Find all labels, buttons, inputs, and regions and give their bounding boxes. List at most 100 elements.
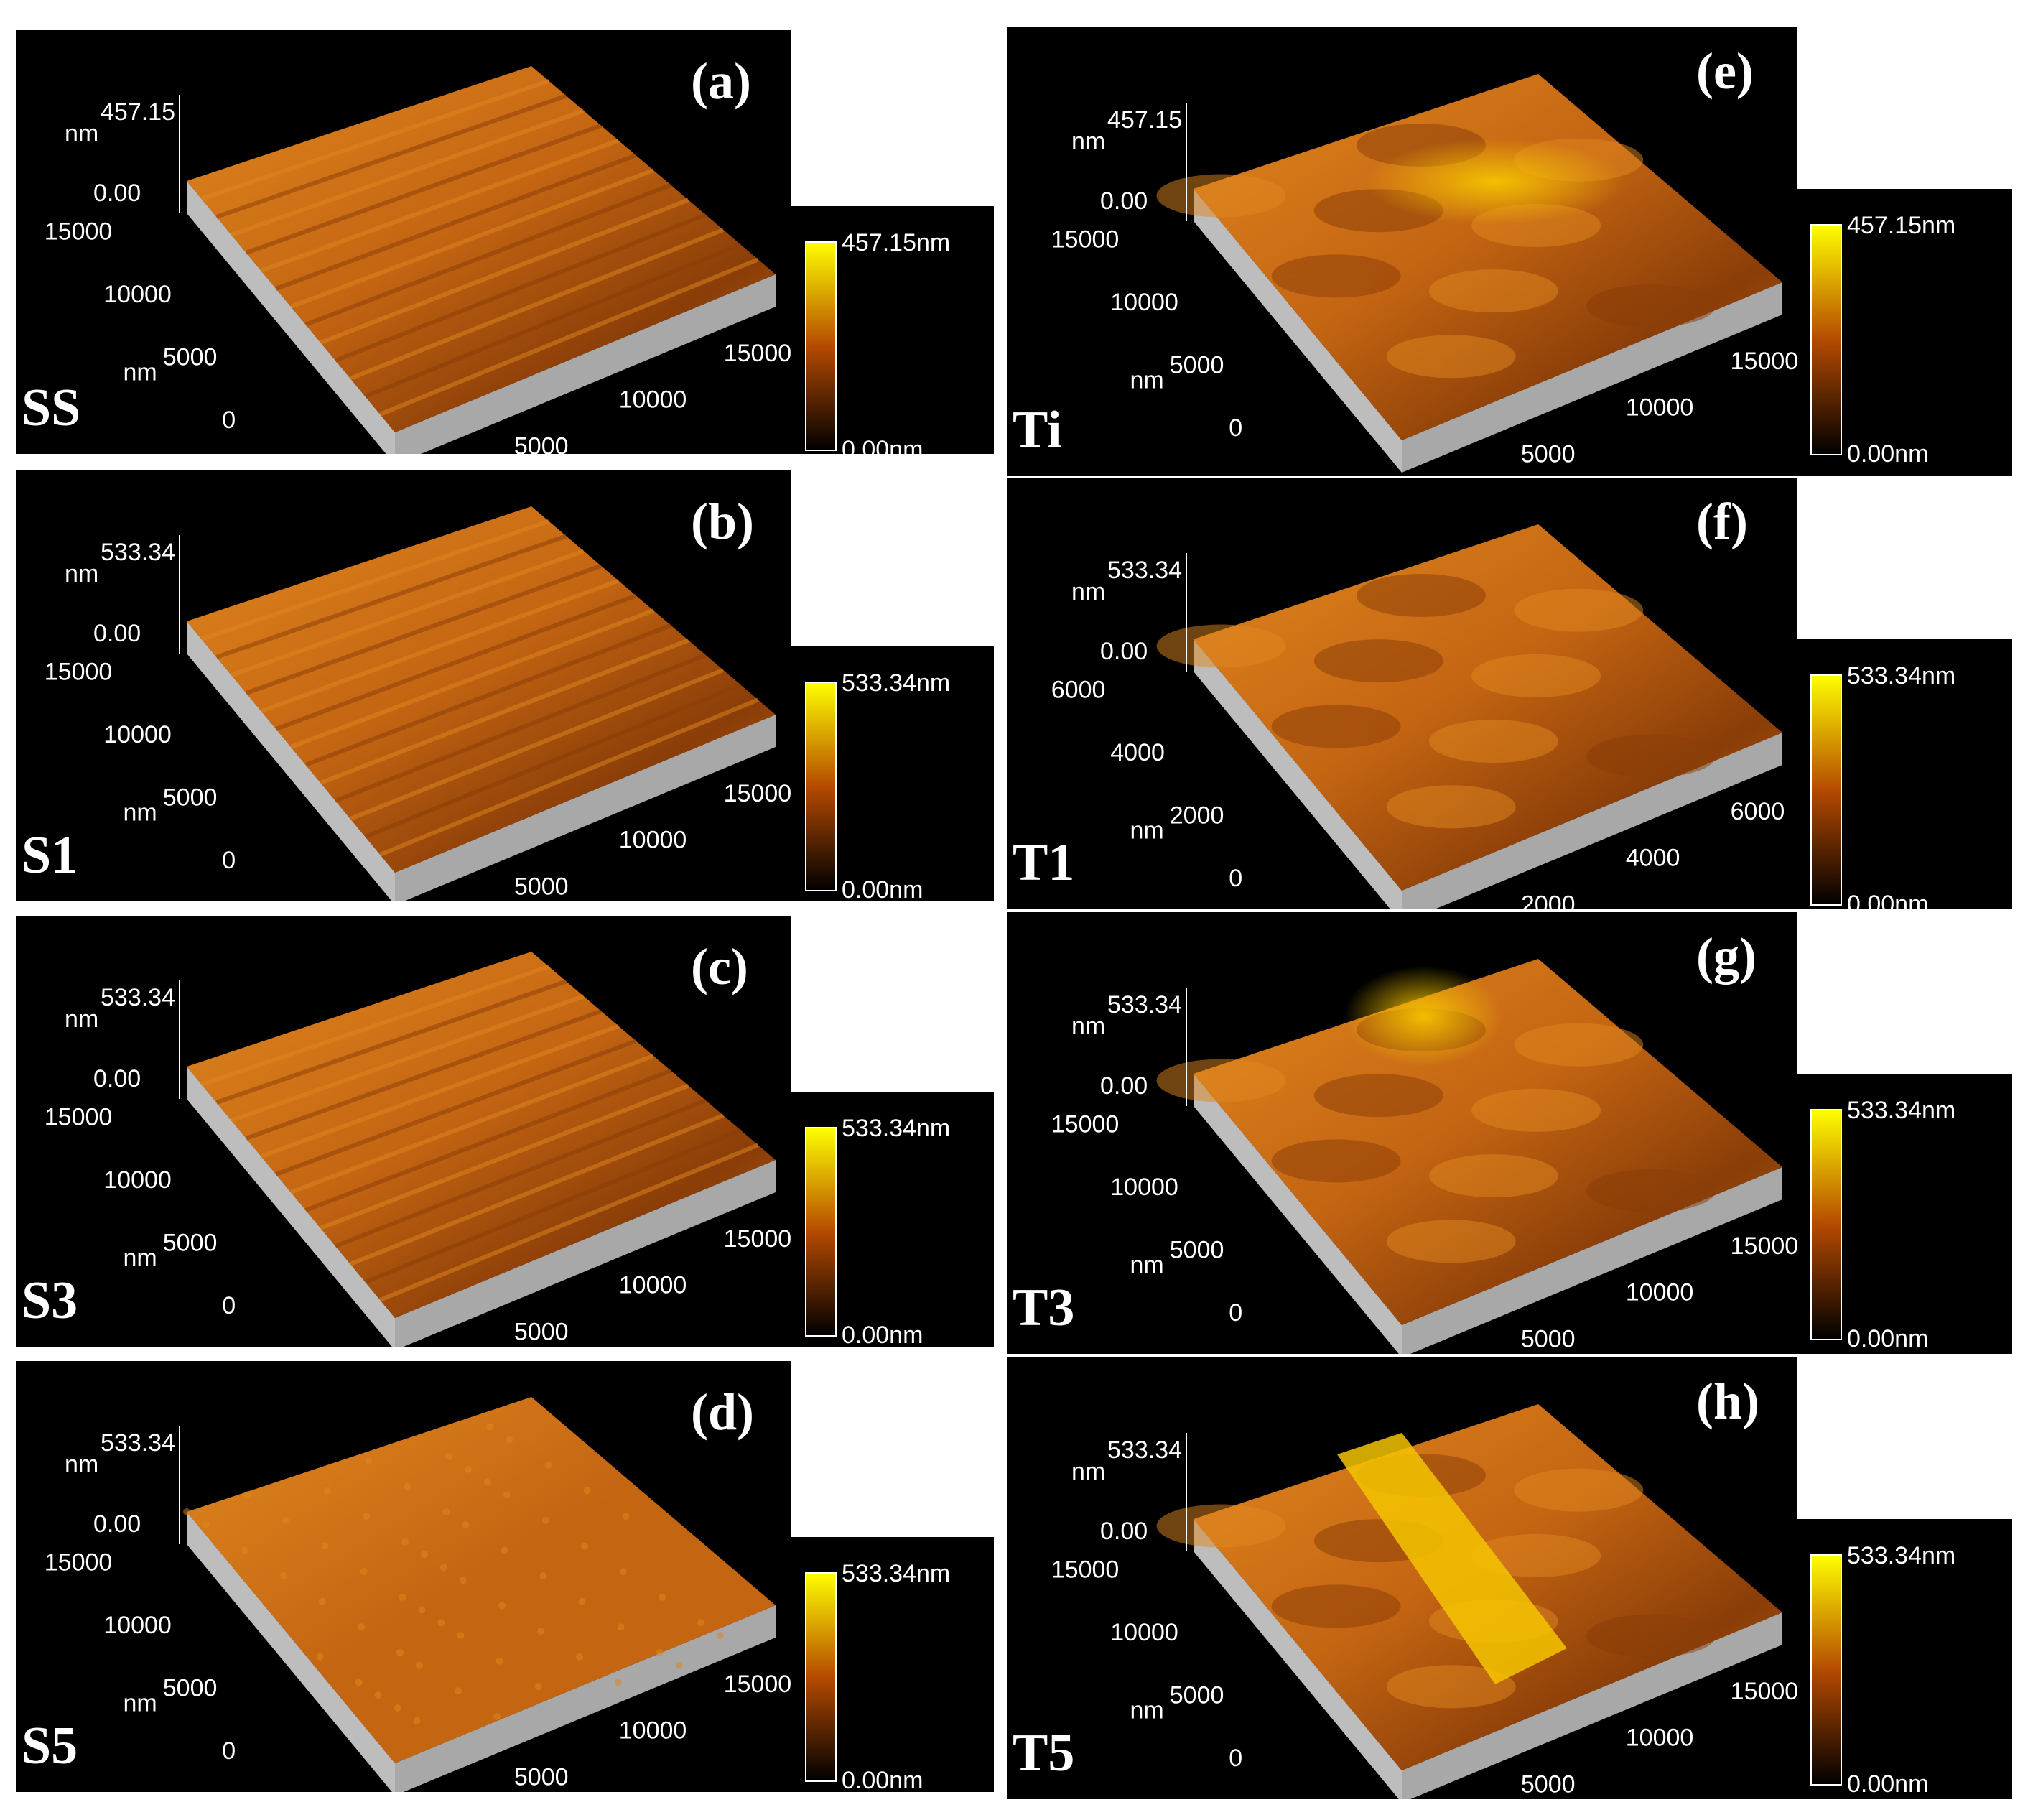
colorbar-min-label: 0.00nm — [842, 1322, 923, 1347]
panel-letter: (g) — [1696, 927, 1757, 985]
z-axis-unit-label: nm — [1071, 1013, 1105, 1040]
y-axis-tick-label: 0 — [222, 1737, 236, 1765]
z-axis-max-label: 533.34 — [101, 984, 175, 1011]
z-axis-unit-label: nm — [1071, 1458, 1105, 1485]
afm-3d-plot: 533.34nm0.00150001000050000nm05000100001… — [16, 470, 994, 901]
z-axis-min-label: 0.00 — [93, 620, 141, 647]
x-axis-tick-label: 15000 — [1731, 1678, 1799, 1705]
y-axis-tick-label: 10000 — [103, 1612, 172, 1639]
substrate-side-front — [395, 1160, 776, 1347]
z-axis-unit-label: nm — [65, 560, 98, 588]
surface-peak — [1344, 966, 1502, 1067]
y-axis-tick-label: 15000 — [45, 1549, 113, 1576]
colorbar-min-label: 0.00nm — [842, 876, 923, 901]
x-axis-tick-label: 5000 — [1521, 1325, 1576, 1352]
substrate-side-left — [1194, 639, 1402, 909]
y-axis-tick-label: 10000 — [103, 281, 172, 308]
panel-letter: (c) — [691, 938, 748, 995]
substrate-side-front — [1402, 282, 1782, 473]
afm-3d-plot: 457.15nm0.00150001000050000nm05000100001… — [16, 30, 994, 454]
afm-3d-plot: 457.15nm0.00150001000050000nm05000100001… — [1007, 27, 2012, 476]
colorbar-max-label: 533.34nm — [1847, 1097, 1955, 1124]
y-axis-unit-label: nm — [1130, 817, 1164, 845]
z-axis-max-label: 533.34 — [1107, 991, 1182, 1018]
y-axis-tick-label: 0 — [222, 847, 236, 874]
sample-label: T1 — [1013, 833, 1074, 892]
x-axis-tick-label: 15000 — [1731, 348, 1799, 375]
afm-3d-plot: 533.34nm0.00150001000050000nm05000100001… — [16, 916, 994, 1347]
afm-panel-s3: 533.34nm0.00150001000050000nm05000100001… — [16, 916, 994, 1347]
y-axis-tick-label: 0 — [1229, 1299, 1242, 1327]
afm-3d-plot: 533.34nm0.00150001000050000nm05000100001… — [16, 1361, 994, 1792]
y-axis-unit-label: nm — [1130, 1252, 1164, 1279]
y-axis-tick-label: 15000 — [45, 218, 113, 245]
z-axis-max-label: 457.15 — [1107, 106, 1182, 134]
x-axis-tick-label: 5000 — [1521, 1770, 1576, 1798]
colorbar-max-label: 533.34nm — [842, 1115, 950, 1142]
y-axis-tick-label: 2000 — [1170, 802, 1224, 829]
x-axis-tick-label: 10000 — [619, 1272, 687, 1299]
colorbar — [1810, 1109, 1842, 1340]
y-axis-tick-label: 15000 — [1051, 226, 1120, 253]
y-axis-tick-label: 10000 — [1110, 1619, 1178, 1646]
y-axis-unit-label: nm — [124, 1245, 157, 1272]
y-axis-tick-label: 15000 — [45, 1103, 113, 1130]
panel-letter: (b) — [691, 493, 754, 550]
x-axis-tick-label: 10000 — [619, 386, 687, 414]
substrate-side-front — [1402, 1612, 1782, 1799]
afm-panel-s5: 533.34nm0.00150001000050000nm05000100001… — [16, 1361, 994, 1792]
substrate-side-front — [1402, 733, 1782, 909]
substrate-side-front — [395, 274, 776, 454]
sample-label: SS — [22, 379, 80, 437]
sample-label: T5 — [1013, 1724, 1074, 1783]
afm-panel-t3: 533.34nm0.00150001000050000nm05000100001… — [1007, 912, 2016, 1354]
afm-panel-t5: 533.34nm0.00150001000050000nm05000100001… — [1007, 1357, 2016, 1799]
colorbar-min-label: 0.00nm — [842, 1767, 923, 1792]
y-axis-tick-label: 15000 — [1051, 1110, 1120, 1138]
afm-panel-ss: 457.15nm0.00150001000050000nm05000100001… — [16, 30, 994, 454]
surface-texture — [183, 1423, 724, 1724]
y-axis-unit-label: nm — [124, 359, 157, 386]
substrate-side-left — [187, 621, 395, 901]
colorbar-max-label: 533.34nm — [842, 669, 950, 697]
afm-panel-s1: 533.34nm0.00150001000050000nm05000100001… — [16, 470, 994, 901]
sample-label: S3 — [22, 1271, 78, 1330]
x-axis-tick-label: 15000 — [724, 1671, 792, 1698]
x-axis-tick-label: 5000 — [514, 1318, 569, 1345]
panel-letter: (f) — [1696, 493, 1748, 550]
y-axis-tick-label: 10000 — [1110, 1174, 1178, 1201]
substrate-side-left — [187, 1512, 395, 1792]
x-axis-tick-label: 15000 — [724, 340, 792, 367]
z-axis-unit-label: nm — [65, 120, 98, 147]
colorbar-min-label: 0.00nm — [1847, 1770, 1928, 1798]
y-axis-unit-label: nm — [1130, 367, 1164, 394]
x-axis-tick-label: 6000 — [1731, 798, 1785, 825]
colorbar — [1810, 224, 1842, 455]
z-axis-unit-label: nm — [65, 1006, 98, 1033]
colorbar — [1810, 1554, 1842, 1786]
y-axis-unit-label: nm — [124, 799, 157, 827]
colorbar-max-label: 457.15nm — [1847, 212, 1955, 239]
surface-texture — [200, 519, 759, 857]
colorbar-min-label: 0.00nm — [1847, 891, 1928, 909]
y-axis-tick-label: 5000 — [1170, 1681, 1224, 1709]
colorbar-min-label: 0.00nm — [1847, 1325, 1928, 1352]
z-axis-max-label: 457.15 — [101, 98, 175, 126]
substrate-side-front — [395, 1605, 776, 1792]
sample-label: S5 — [22, 1717, 78, 1775]
y-axis-unit-label: nm — [124, 1690, 157, 1717]
x-axis-tick-label: 10000 — [619, 1717, 687, 1745]
afm-3d-plot: 533.34nm0.00150001000050000nm05000100001… — [1007, 1357, 2012, 1799]
substrate-side-left — [187, 181, 395, 454]
y-axis-tick-label: 0 — [1229, 1745, 1242, 1772]
colorbar — [805, 1572, 837, 1782]
y-axis-tick-label: 10000 — [103, 1166, 172, 1194]
surface-bright-region — [1366, 139, 1624, 225]
x-axis-tick-label: 10000 — [1626, 394, 1694, 422]
sample-label: S1 — [22, 826, 78, 885]
colorbar-min-label: 0.00nm — [842, 436, 923, 454]
afm-panel-t1: 533.34nm0.006000400020000nm0200040006000… — [1007, 478, 2016, 909]
x-axis-tick-label: 10000 — [1626, 1724, 1694, 1752]
z-axis-unit-label: nm — [1071, 128, 1105, 155]
y-axis-tick-label: 15000 — [45, 658, 113, 685]
